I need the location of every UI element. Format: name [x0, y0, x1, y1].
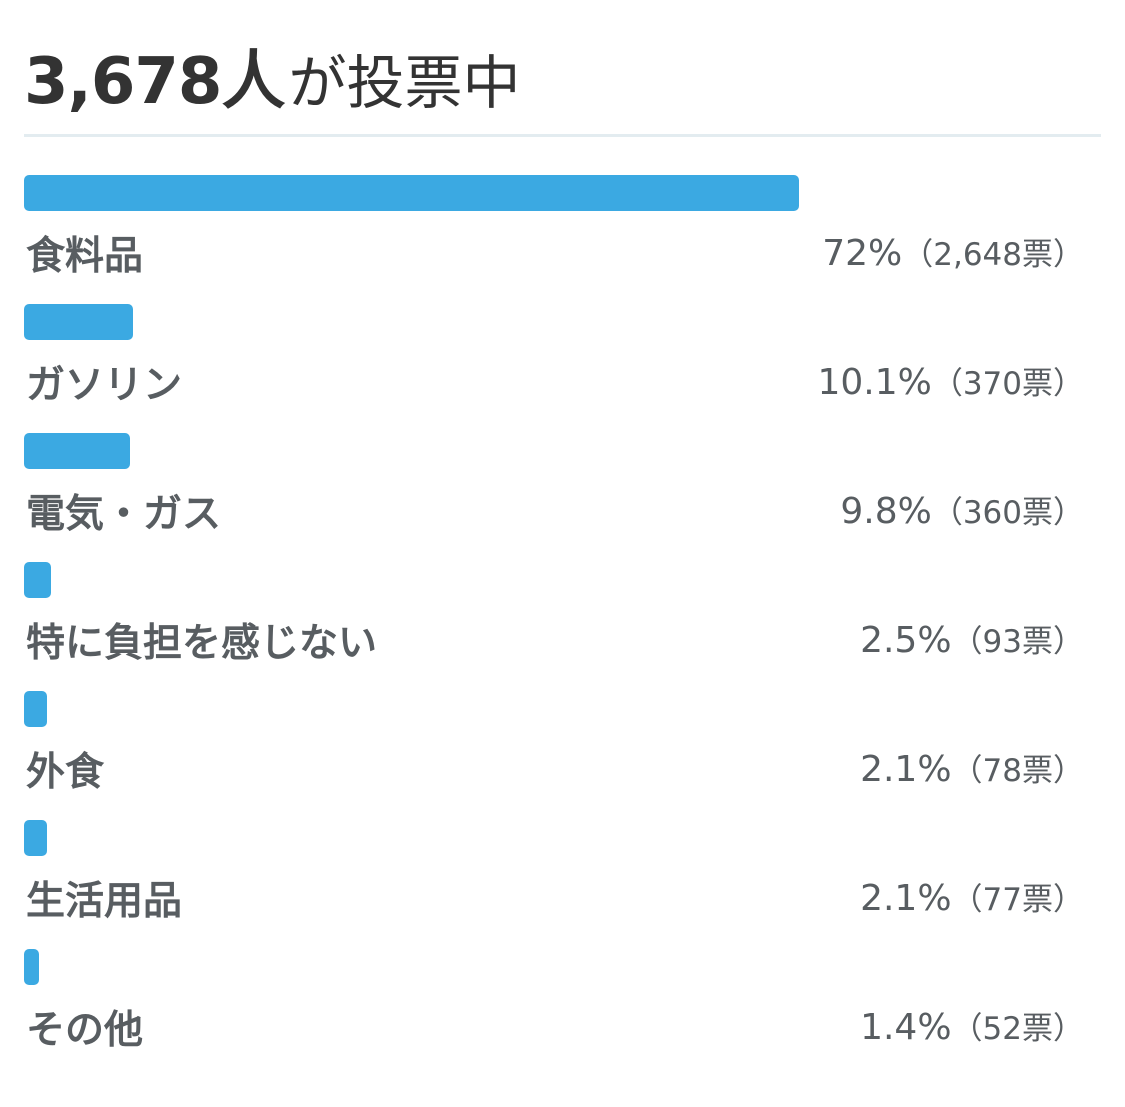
option-label: 食料品	[26, 234, 144, 279]
option-percent: 9.8%	[840, 491, 932, 532]
voter-count-suffix: が投票中	[288, 49, 521, 117]
option-label: 電気・ガス	[26, 492, 222, 537]
poll-option: 外食 2.1%（78票）	[24, 691, 1084, 820]
poll-option: ガソリン 10.1%（370票）	[24, 304, 1084, 433]
poll-option: その他 1.4%（52票）	[24, 949, 1084, 1078]
result-bar	[24, 304, 133, 340]
option-label: その他	[26, 1008, 144, 1053]
option-percent: 2.1%	[860, 749, 952, 790]
option-result: 9.8%（360票）	[840, 487, 1084, 532]
option-percent: 10.1%	[817, 362, 932, 403]
poll-options: 食料品 72%（2,648票） ガソリン 10.1%（370票） 電気・ガス 9…	[24, 175, 1084, 1078]
option-label: 特に負担を感じない	[26, 621, 378, 666]
option-label: 生活用品	[26, 879, 183, 924]
poll-option: 食料品 72%（2,648票）	[24, 175, 1084, 304]
result-bar	[24, 175, 799, 211]
option-percent: 72%	[822, 233, 903, 274]
option-percent: 1.4%	[860, 1007, 952, 1048]
option-result: 72%（2,648票）	[822, 229, 1084, 274]
option-votes: （78票）	[951, 753, 1084, 789]
poll-option: 電気・ガス 9.8%（360票）	[24, 433, 1084, 562]
result-bar	[24, 562, 51, 598]
poll-option: 特に負担を感じない 2.5%（93票）	[24, 562, 1084, 691]
option-label: ガソリン	[26, 363, 183, 408]
poll-header: 3,678人が投票中	[24, 30, 520, 120]
option-votes: （93票）	[951, 624, 1084, 660]
option-votes: （360票）	[931, 495, 1084, 531]
poll-option: 生活用品 2.1%（77票）	[24, 820, 1084, 949]
option-result: 2.1%（78票）	[860, 745, 1084, 790]
result-bar	[24, 820, 47, 856]
option-label: 外食	[26, 750, 105, 795]
option-result: 2.5%（93票）	[860, 616, 1084, 661]
result-bar	[24, 949, 39, 985]
result-bar	[24, 691, 47, 727]
option-result: 10.1%（370票）	[817, 358, 1084, 403]
option-percent: 2.1%	[860, 878, 952, 919]
voter-count: 3,678人	[24, 45, 285, 119]
header-divider	[24, 134, 1101, 137]
option-result: 2.1%（77票）	[860, 874, 1084, 919]
option-votes: （77票）	[951, 882, 1084, 918]
result-bar	[24, 433, 130, 469]
option-percent: 2.5%	[860, 620, 952, 661]
option-result: 1.4%（52票）	[860, 1003, 1084, 1048]
option-votes: （370票）	[931, 366, 1084, 402]
option-votes: （2,648票）	[902, 237, 1084, 273]
option-votes: （52票）	[951, 1011, 1084, 1047]
